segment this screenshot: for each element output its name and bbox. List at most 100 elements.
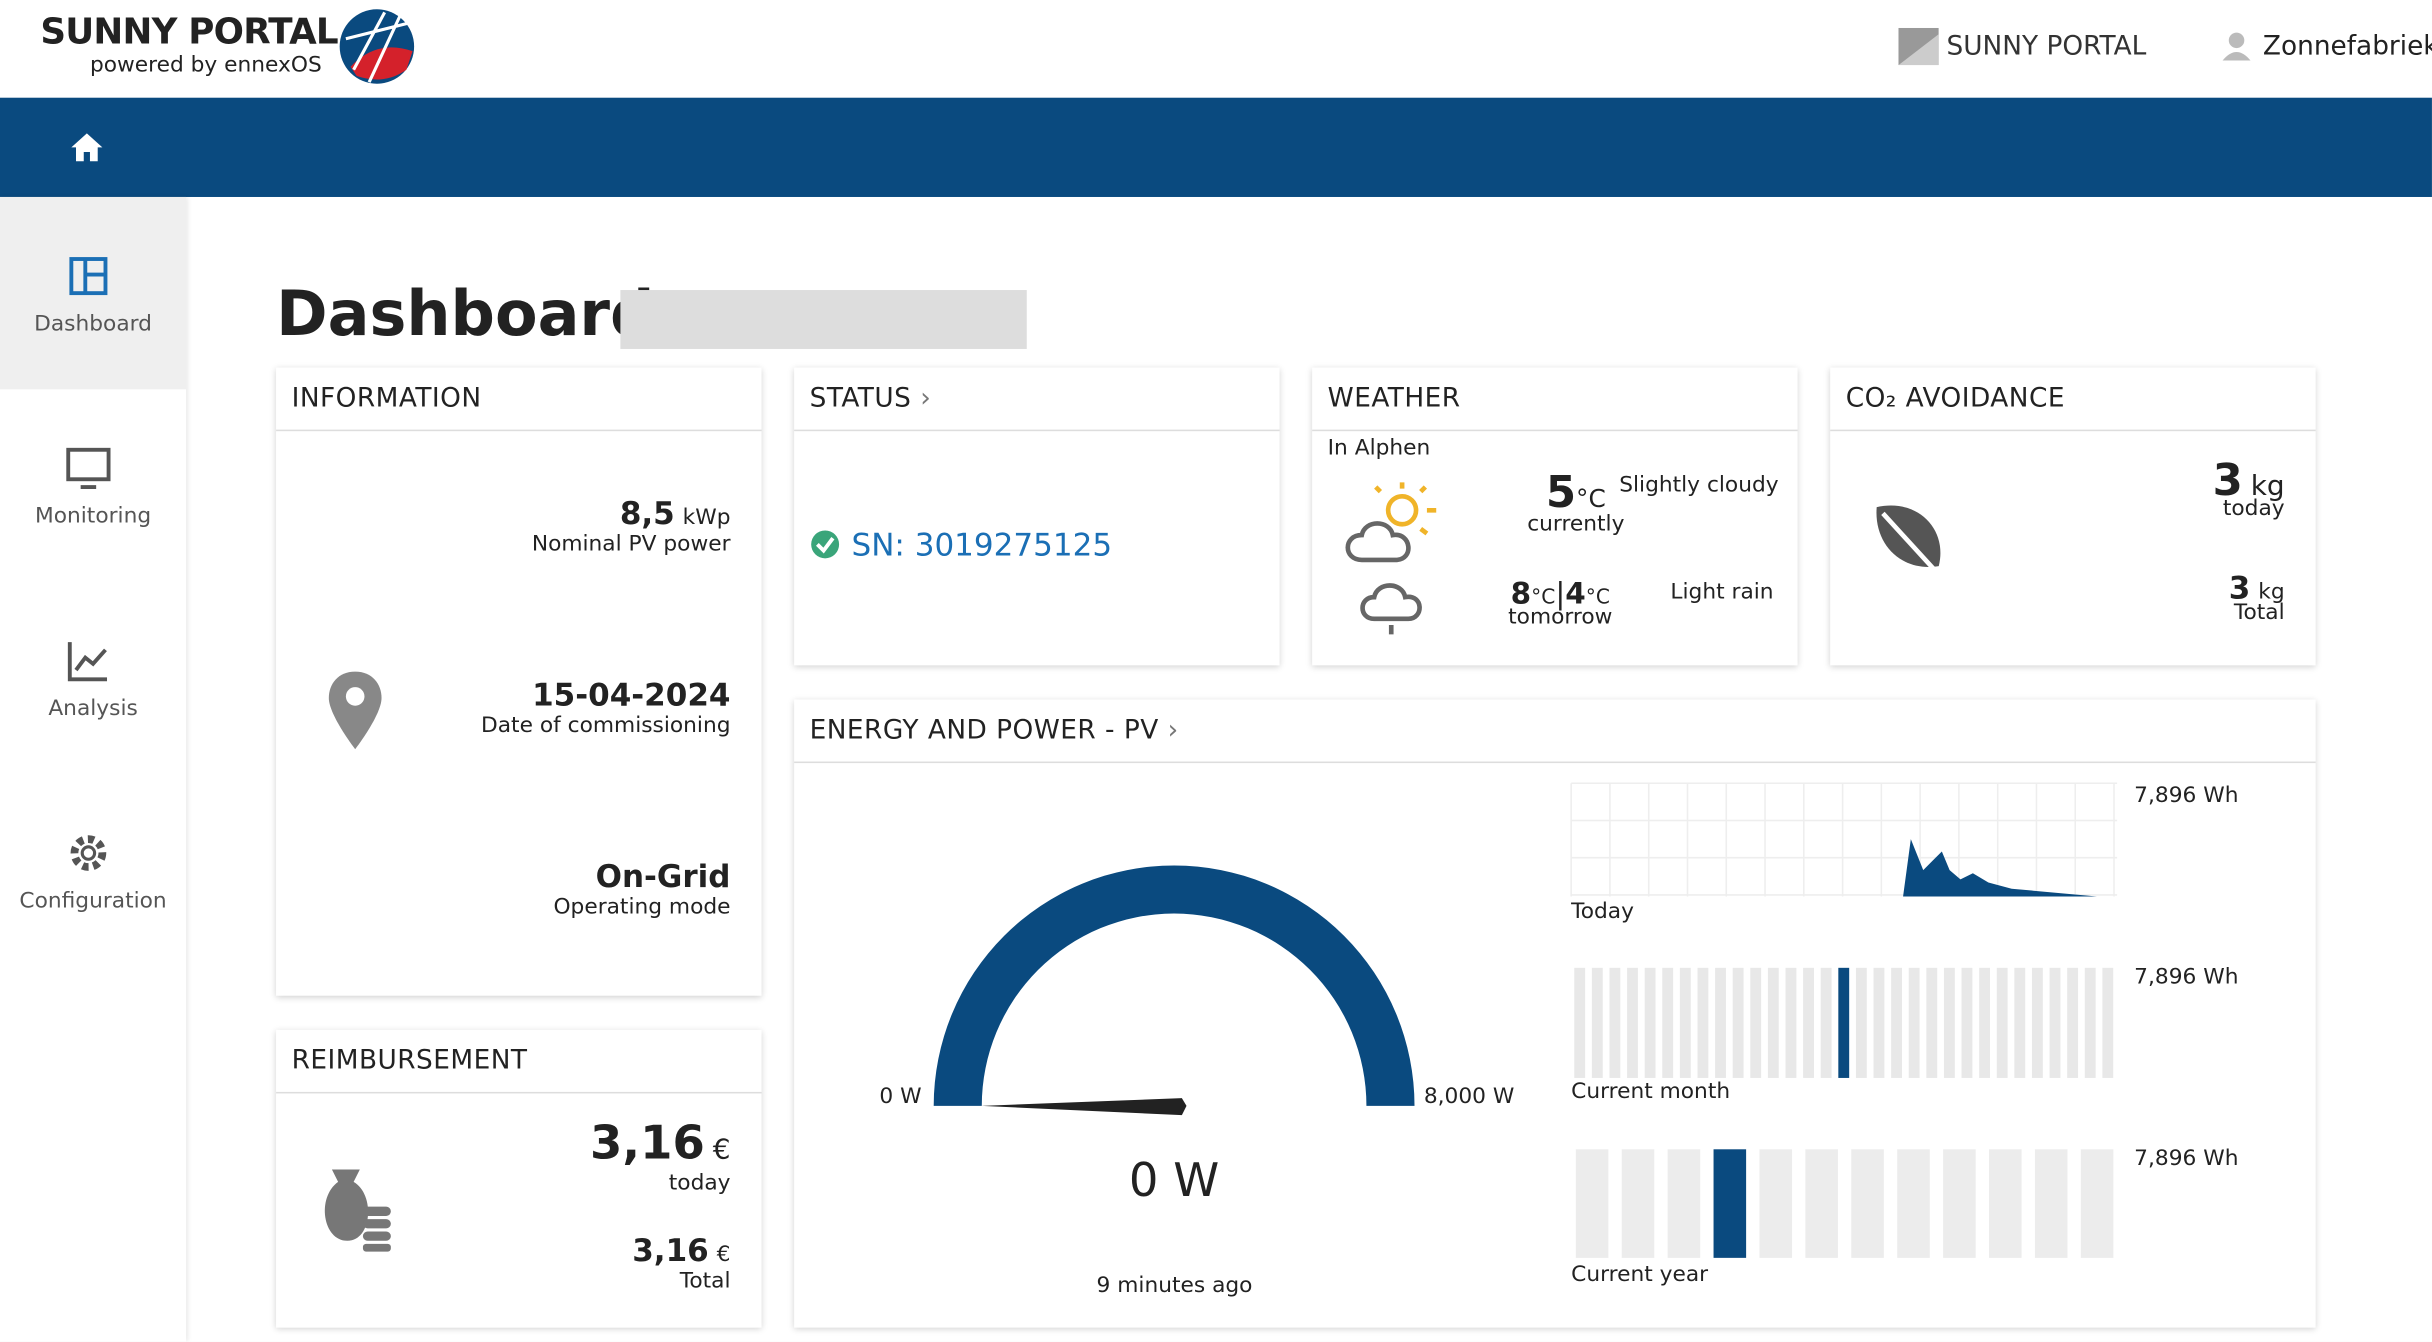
label: Nominal PV power [531, 531, 731, 557]
logo-globe [339, 9, 415, 84]
card-title: CO₂ AVOIDANCE [1830, 368, 2316, 432]
nav-item[interactable]: Dashboard [34, 311, 152, 337]
month-bar [1838, 967, 1850, 1078]
month-bar [1697, 967, 1709, 1078]
month-bar [1891, 967, 1902, 1078]
unit: kWp [682, 505, 731, 531]
status-card: STATUS › SN: 3019275125 [794, 367, 1280, 666]
separator: | [1555, 576, 1566, 612]
month-bar [1715, 967, 1726, 1078]
label: today [668, 1171, 731, 1196]
value: 3 [2228, 569, 2251, 607]
nav-bar [0, 97, 2432, 197]
sidebar [0, 196, 187, 1342]
month-bar [2084, 967, 2096, 1078]
monitoring-icon [66, 447, 111, 489]
nav-item[interactable]: Configuration [19, 888, 167, 914]
month-bar [1750, 967, 1762, 1078]
weather-card: WEATHER In Alphen 5°C currently Slightly … [1312, 367, 1798, 666]
month-bar [1996, 967, 2008, 1078]
label: Operating mode [553, 894, 731, 920]
value: 8 [1510, 576, 1532, 612]
max-label: 7,896 Wh [2134, 1146, 2239, 1172]
month-bar [1979, 967, 1991, 1078]
portal-menu[interactable]: SUNNY PORTAL [1946, 31, 2147, 63]
period-label: Today [1571, 899, 1634, 925]
year-bar [1713, 1149, 1747, 1258]
month-bar [2067, 967, 2079, 1078]
description: Light rain [1670, 580, 1774, 605]
top-bar: SUNNY PORTAL powered by ennexOS SUNNY PO… [0, 0, 2432, 98]
gauge-min: 0 W [879, 1084, 922, 1109]
month-bar [1767, 967, 1779, 1078]
month-bar [1926, 967, 1938, 1078]
year-bar [1851, 1149, 1884, 1258]
year-bar [1989, 1149, 2022, 1258]
label: today [2222, 496, 2285, 522]
year-bar [1805, 1149, 1838, 1258]
unit: € [712, 1133, 731, 1167]
nav-item[interactable]: Monitoring [34, 504, 152, 529]
month-bar [1908, 967, 1920, 1078]
value: 3 [2212, 454, 2243, 506]
logo-title[interactable]: SUNNY PORTAL [40, 12, 338, 53]
label: tomorrow [1508, 604, 1613, 630]
ok-icon [811, 530, 840, 559]
year-bar [1621, 1149, 1655, 1258]
gauge-value: 0 W [1128, 1153, 1220, 1209]
today-area [1903, 839, 2097, 897]
value: On-Grid [595, 857, 731, 895]
value: 3,16 [632, 1231, 709, 1269]
card-title[interactable]: ENERGY AND POWER - PV › [794, 700, 2316, 764]
value: 8,5 [619, 494, 675, 532]
rain-icon [1360, 583, 1422, 635]
year-bar [1575, 1149, 1609, 1258]
month-bar [1943, 967, 1955, 1078]
location-icon [328, 671, 382, 750]
co2-card: CO₂ AVOIDANCE 3 kg today 3 kg Total [1830, 367, 2316, 666]
month-bar [1820, 967, 1832, 1078]
location: In Alphen [1327, 435, 1431, 461]
gauge-needle [981, 1098, 1187, 1116]
max-label: 7,896 Wh [2134, 783, 2239, 809]
month-bar [2014, 967, 2026, 1078]
logo-subtitle: powered by ennexOS [89, 52, 322, 78]
user-menu[interactable]: Zonnefabriek r [2262, 31, 2432, 63]
gauge-arc [933, 865, 1415, 1106]
gauge-max: 8,000 W [1423, 1084, 1515, 1109]
card-title: REIMBURSEMENT [276, 1030, 762, 1094]
unit: kg [2258, 580, 2285, 605]
month-bar [1961, 967, 1973, 1078]
energy-graphics [933, 782, 2118, 1258]
updated: 9 minutes ago [1096, 1273, 1253, 1299]
card-title: INFORMATION [276, 368, 762, 432]
month-bar [1574, 967, 1586, 1078]
home-icon[interactable] [70, 130, 104, 164]
analysis-icon [67, 642, 108, 682]
card-title[interactable]: STATUS › [794, 368, 1280, 432]
year-bar [2034, 1149, 2068, 1258]
value: 5 [1545, 466, 1577, 519]
energy-card: ENERGY AND POWER - PV › 0 W 8,000 W 0 W … [794, 699, 2316, 1328]
unit: °C [1531, 586, 1556, 610]
unit: € [716, 1242, 731, 1268]
dashboard-icon [69, 257, 108, 296]
label: Total [2233, 600, 2285, 626]
year-bar [2080, 1149, 2114, 1258]
portal-icon [1898, 27, 1939, 66]
page-title: Dashboard [276, 279, 655, 351]
redacted-box [620, 290, 1027, 349]
month-bar [1732, 967, 1744, 1078]
month-bar [2049, 967, 2061, 1078]
month-bar [1591, 967, 1603, 1078]
nav-item[interactable]: Analysis [48, 696, 138, 722]
money-icon [324, 1169, 391, 1252]
leaf-icon [1876, 505, 1950, 587]
title-text: STATUS [809, 383, 912, 415]
information-card: INFORMATION 8,5 kWp Nominal PV power 15-0… [276, 367, 762, 996]
value: 15-04-2024 [532, 676, 731, 714]
sun-cloud-icon [1345, 482, 1437, 563]
label: currently [1527, 511, 1625, 537]
serial-link[interactable]: SN: 3019275125 [851, 525, 1113, 564]
